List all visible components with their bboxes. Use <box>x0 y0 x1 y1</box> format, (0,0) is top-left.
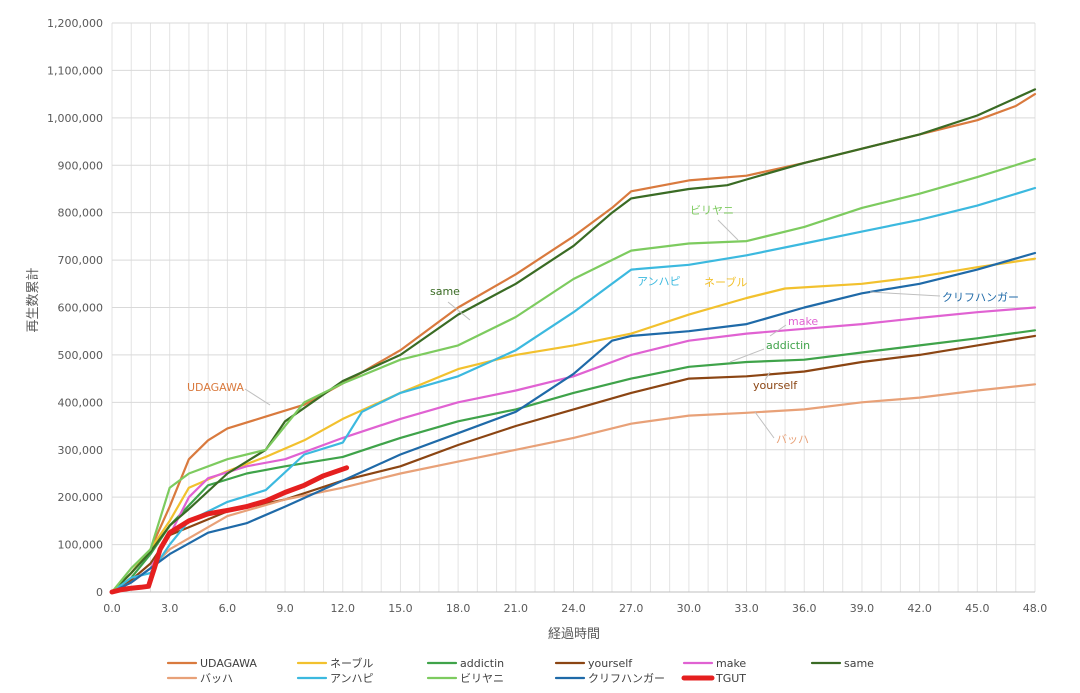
label-leader-line <box>754 411 775 439</box>
x-axis-label: 経過時間 <box>548 627 600 642</box>
series-label-same: same <box>430 285 460 298</box>
y-tick-label: 0 <box>96 586 103 599</box>
x-tick-label: 3.0 <box>161 602 179 615</box>
series-label-ネーブル: ネーブル <box>704 275 747 289</box>
series-line-バッハ <box>110 383 1037 594</box>
y-tick-label: 600,000 <box>58 302 104 315</box>
series-line-ネーブル <box>110 257 1037 594</box>
series-lines <box>109 88 1037 595</box>
label-leader-line <box>244 388 271 406</box>
y-tick-label: 800,000 <box>58 207 104 220</box>
legend-label-UDAGAWA: UDAGAWA <box>200 657 257 670</box>
y-tick-label: 900,000 <box>58 159 104 172</box>
y-tick-label: 1,100,000 <box>47 64 103 77</box>
x-tick-label: 15.0 <box>388 602 413 615</box>
series-line-TGUT <box>109 465 350 595</box>
y-tick-label: 300,000 <box>58 444 104 457</box>
y-tick-label: 100,000 <box>58 539 104 552</box>
series-label-UDAGAWA: UDAGAWA <box>187 381 244 394</box>
label-leader-line <box>869 291 941 297</box>
x-tick-label: 21.0 <box>504 602 529 615</box>
x-tick-label: 12.0 <box>331 602 356 615</box>
y-tick-label: 200,000 <box>58 491 104 504</box>
label-leader-line <box>447 301 471 321</box>
x-tick-label: 45.0 <box>965 602 990 615</box>
legend-label-バッハ: バッハ <box>200 672 233 685</box>
label-leader-line <box>769 324 787 337</box>
y-tick-label: 400,000 <box>58 396 104 409</box>
x-tick-label: 36.0 <box>792 602 817 615</box>
x-tick-label: 0.0 <box>103 602 121 615</box>
y-tick-label: 1,200,000 <box>47 17 103 30</box>
label-leader-line <box>764 371 771 381</box>
y-axis-label: 再生数累計 <box>25 267 41 332</box>
y-tick-labels: 0 100,000 200,000 300,000 400,000 500,000 600,… <box>47 17 103 599</box>
x-tick-label: 6.0 <box>219 602 237 615</box>
series-label-make: make <box>788 315 818 328</box>
legend-label-TGUT: TGUT <box>715 672 746 685</box>
x-tick-label: 39.0 <box>850 602 875 615</box>
x-tick-label: 42.0 <box>907 602 932 615</box>
label-leader-line <box>729 348 765 363</box>
series-line-same <box>110 88 1037 594</box>
x-tick-label: 30.0 <box>677 602 702 615</box>
y-tick-label: 700,000 <box>58 254 104 267</box>
grid-lines <box>111 22 1036 593</box>
legend-label-same: same <box>844 657 874 670</box>
y-tick-label: 500,000 <box>58 349 104 362</box>
x-tick-label: 24.0 <box>561 602 586 615</box>
y-tick-label: 1,000,000 <box>47 112 103 125</box>
series-line-クリフハンガー <box>110 251 1037 594</box>
x-tick-label: 33.0 <box>734 602 759 615</box>
legend-label-クリフハンガー: クリフハンガー <box>588 672 665 685</box>
series-labels: UDAGAWA ネーブル addictin yourself make same バッハ アン… <box>187 204 1019 446</box>
series-label-クリフハンガー: クリフハンガー <box>942 291 1019 304</box>
legend-label-make: make <box>716 657 746 670</box>
series-line-make <box>110 306 1037 594</box>
series-line-ビリヤニ <box>110 158 1037 594</box>
series-label-バッハ: バッハ <box>776 433 809 446</box>
series-label-yourself: yourself <box>753 379 798 392</box>
x-tick-label: 27.0 <box>619 602 644 615</box>
x-tick-label: 48.0 <box>1023 602 1048 615</box>
series-label-ビリヤニ: ビリヤニ <box>690 204 734 217</box>
series-line-アンハピ <box>110 186 1037 594</box>
x-tick-label: 9.0 <box>276 602 294 615</box>
legend-label-アンハピ: アンハピ <box>330 672 374 685</box>
x-tick-labels: 0.0 3.0 6.0 9.0 12.0 15.0 18.0 21.0 24.0 27.0 30.0… <box>103 602 1047 615</box>
series-label-addictin: addictin <box>766 339 810 352</box>
x-tick-label: 18.0 <box>446 602 471 615</box>
legend: UDAGAWA ネーブル addictin yourself make same バッハ アン… <box>166 656 874 685</box>
label-leader-line <box>717 219 739 241</box>
series-label-アンハピ: アンハピ <box>637 275 681 288</box>
legend-label-yourself: yourself <box>588 657 633 670</box>
legend-label-ネーブル: ネーブル <box>330 656 373 670</box>
legend-label-ビリヤニ: ビリヤニ <box>460 672 504 685</box>
legend-label-addictin: addictin <box>460 657 504 670</box>
